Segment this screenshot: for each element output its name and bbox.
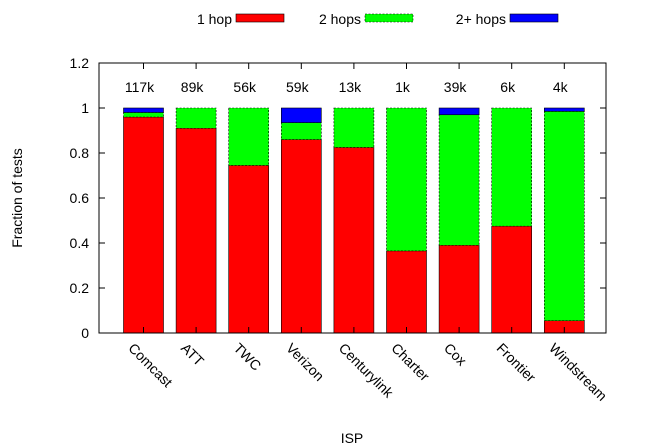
x-tick-label: Charter [388,340,433,385]
x-tick-label: Frontier [494,340,540,386]
bar-verizon-2plus-hops [280,107,322,123]
bar-verizon-2-hops [280,122,322,140]
x-tick-label: TWC [231,340,265,374]
bar-verizon-1-hop [280,139,322,334]
y-tick-label: 0.8 [70,145,90,161]
y-tick-label: 0 [81,325,89,341]
legend-label: 2 hops [319,11,361,27]
test-count-label: 89k [181,79,205,95]
bar-frontier-2-hops [491,107,533,227]
legend-swatch [235,13,285,23]
bar-frontier-1-hop [491,225,533,334]
bar-cox-1-hop [438,244,480,334]
legend: 1 hop 2 hops 2+ hops [197,11,559,27]
test-count-label: 1k [395,79,411,95]
bar-centurylink-2-hops [333,107,375,148]
x-tick-label: Verizon [283,340,327,384]
bar-comcast-1-hop [123,116,164,334]
bars [123,107,585,334]
test-count-label: 39k [444,79,468,95]
legend-swatch [509,13,559,23]
y-tick-label: 1 [81,100,89,116]
test-count-labels: 117k 89k 56k 59k 13k 1k 39k 6k 4k [125,79,569,95]
bar-charter-2-hops [386,107,427,252]
bar-twc-2-hops [228,107,269,166]
x-tick-label: Windstream [546,340,610,404]
y-tick-label: 0.2 [70,280,90,296]
y-tick-label: 1.2 [70,55,90,71]
x-tick-label: Comcast [125,340,175,390]
bar-windstream-2-hops [543,111,585,321]
legend-label: 1 hop [197,11,232,27]
legend-swatch [364,13,414,23]
x-axis-title: ISP [341,430,364,446]
y-axis: 0 0.2 0.4 0.6 0.8 1 1.2 [70,55,606,341]
test-count-label: 4k [553,79,569,95]
test-count-label: 117k [125,79,155,95]
x-tick-label: Cox [441,340,470,369]
bar-cox-2plus-hops [438,107,480,116]
x-tick-label: Centurylink [336,340,398,402]
bar-att-1-hop [175,127,217,334]
test-count-label: 56k [233,79,257,95]
test-count-label: 13k [339,79,363,95]
y-tick-label: 0.6 [70,190,90,206]
bar-att-2-hops [175,107,217,129]
bar-comcast-2-hops [123,112,164,118]
bar-charter-1-hop [386,250,427,334]
test-count-label: 6k [500,79,516,95]
test-count-label: 59k [286,79,310,95]
x-tick-label: ATT [178,340,208,370]
bar-centurylink-1-hop [333,147,375,334]
bar-windstream-2plus-hops [543,107,585,112]
bar-cox-2-hops [438,114,480,246]
legend-label: 2+ hops [456,11,506,27]
y-axis-title: Fraction of tests [9,148,25,248]
y-tick-label: 0.4 [70,235,90,251]
bar-twc-1-hop [228,165,269,334]
bar-comcast-2plus-hops [123,107,164,113]
